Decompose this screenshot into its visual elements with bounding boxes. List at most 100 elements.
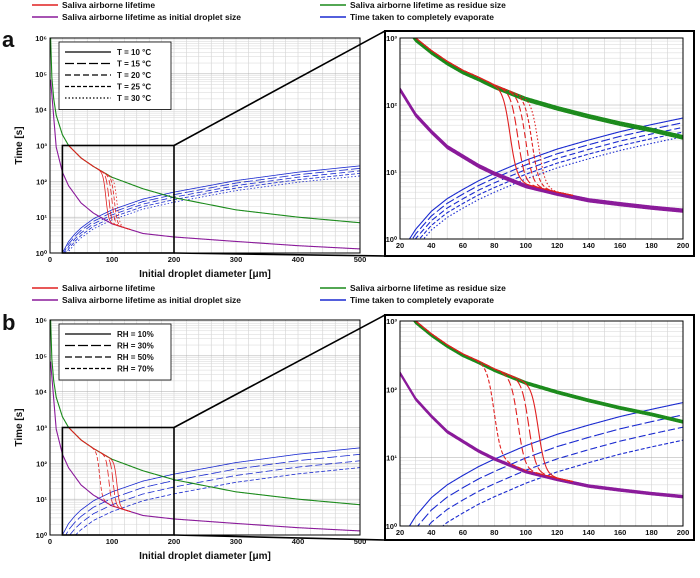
y-tick-label: 10²: [36, 177, 47, 186]
x-tick-label: 20: [396, 241, 404, 250]
series-evaporate-2: [427, 426, 683, 526]
series-evaporate-4: [67, 175, 360, 253]
zoom-connector-bottom: [173, 534, 386, 541]
inset-legend-label: RH = 10%: [117, 330, 154, 339]
data-curves: [50, 38, 360, 253]
data-curves: [400, 321, 683, 526]
series-evaporate-3: [74, 467, 360, 535]
x-tick-label: 0: [48, 255, 52, 264]
series-saliva-4: [68, 145, 131, 231]
data-curves: [50, 320, 360, 535]
y-axis-label: Time [s]: [14, 408, 25, 446]
series-initial-0: [50, 79, 360, 250]
data-curves: [400, 38, 683, 239]
x-tick-label: 200: [168, 255, 181, 264]
y-axis-label: Time [s]: [14, 126, 25, 164]
tick-labels: 20 40 60 80 100 120 140 160 180 200 10⁰ 10¹ 10² 10³: [386, 317, 690, 537]
series-initial-2: [400, 373, 683, 498]
tick-labels: 0 100 200 300 400 500 10⁰ 10¹ 10² 10³ 10⁴ 10⁵ 10⁶: [35, 316, 366, 546]
series-residue-3: [412, 38, 683, 139]
x-tick-label: 180: [645, 528, 658, 537]
chart-b-main: 0 100 200 300 400 500 10⁰ 10¹ 10² 10³ 10⁴ 10⁵ 10⁶ Ini…: [14, 314, 386, 562]
y-tick-label: 10⁴: [35, 388, 47, 397]
x-tick-label: 500: [354, 255, 367, 264]
x-tick-label: 300: [230, 537, 243, 546]
x-tick-label: 120: [551, 241, 564, 250]
series-evaporate-2: [69, 460, 360, 535]
series-evaporate-1: [65, 453, 360, 535]
x-tick-label: 300: [230, 255, 243, 264]
series-initial-4: [400, 90, 683, 213]
x-tick-label: 120: [551, 528, 564, 537]
x-tick-label: 100: [520, 528, 533, 537]
y-tick-label: 10¹: [386, 168, 397, 177]
x-tick-label: 160: [614, 528, 627, 537]
zoom-panel-frame-b: [384, 314, 695, 541]
x-tick-label: 500: [354, 537, 367, 546]
series-initial-1: [400, 372, 683, 497]
zoom-box: [61, 144, 175, 254]
series-evaporate-2: [414, 126, 683, 239]
inset-legend-label: RH = 50%: [117, 353, 154, 362]
inset-legend-box: [58, 323, 172, 381]
y-tick-label: 10¹: [36, 495, 47, 504]
zoom-connector-bottom: [173, 252, 386, 257]
chart-a-zoom: 20 40 60 80 100 120 140 160 180 200 10⁰ 10¹ 10² 10³: [386, 34, 690, 250]
inset-legend-label: T = 10 °C: [117, 48, 151, 57]
x-axis-label: Initial droplet diameter [μm]: [139, 551, 271, 562]
plot-frame: [399, 37, 684, 240]
y-tick-label: 10⁵: [35, 70, 47, 79]
panel-letter: a: [2, 27, 15, 52]
inset-legend: RH = 10% RH = 30% RH = 50% RH = 70%: [58, 323, 172, 381]
series-saliva-3: [415, 321, 574, 483]
zoom-box: [61, 426, 175, 536]
x-tick-label: 40: [427, 528, 435, 537]
y-tick-label: 10³: [386, 34, 397, 43]
y-tick-label: 10¹: [36, 213, 47, 222]
y-tick-label: 10⁵: [35, 352, 47, 361]
series-initial-2: [400, 89, 683, 212]
x-tick-label: 100: [520, 241, 533, 250]
y-tick-label: 10³: [36, 142, 47, 151]
x-tick-label: 140: [582, 528, 595, 537]
zoom-connector-top: [173, 314, 386, 429]
x-tick-label: 40: [427, 241, 435, 250]
legend-label-saliva: Saliva airborne lifetime: [62, 283, 155, 293]
series-residue-1: [414, 321, 683, 422]
series-initial-3: [400, 374, 683, 499]
series-saliva-4: [415, 38, 574, 196]
tick-labels: 0 100 200 300 400 500 10⁰ 10¹ 10² 10³ 10⁴ 10⁵ 10⁶: [35, 34, 366, 264]
x-tick-label: 80: [490, 528, 498, 537]
legend-label-initial: Saliva airborne lifetime as initial drop…: [62, 295, 241, 305]
x-tick-label: 160: [614, 241, 627, 250]
y-tick-label: 10⁰: [386, 235, 398, 244]
x-tick-label: 200: [168, 537, 181, 546]
y-tick-label: 10²: [386, 385, 397, 394]
legend-label-saliva: Saliva airborne lifetime: [62, 0, 155, 10]
x-tick-label: 200: [677, 241, 690, 250]
inset-legend-label: T = 30 °C: [117, 94, 151, 103]
gridlines: [399, 38, 684, 240]
series-initial-3: [400, 90, 683, 212]
x-tick-label: 100: [106, 255, 119, 264]
tick-labels: 20 40 60 80 100 120 140 160 180 200 10⁰ 10¹ 10² 10³: [386, 34, 690, 250]
series-initial-0: [50, 361, 360, 532]
x-tick-label: 60: [459, 241, 467, 250]
x-tick-label: 60: [459, 528, 467, 537]
inset-legend-label: T = 15 °C: [117, 60, 151, 69]
legend-label-residue: Saliva airborne lifetime as residue size: [350, 283, 506, 293]
series-residue-3: [412, 321, 683, 424]
chart-a-main: 0 100 200 300 400 500 10⁰ 10¹ 10² 10³ 10⁴ 10⁵ 10⁶ Ini…: [14, 30, 386, 280]
y-tick-label: 10²: [386, 101, 397, 110]
y-tick-label: 10²: [36, 459, 47, 468]
series-evaporate-1: [416, 414, 683, 526]
legend-label-residue: Saliva airborne lifetime as residue size: [350, 0, 506, 10]
series-evaporate-1: [411, 122, 683, 239]
x-tick-label: 80: [490, 241, 498, 250]
y-tick-label: 10¹: [386, 454, 397, 463]
series-residue-2: [413, 321, 683, 423]
series-evaporate-2: [64, 170, 360, 253]
chart-b-zoom: 20 40 60 80 100 120 140 160 180 200 10⁰ 10¹ 10² 10³: [386, 317, 690, 537]
x-tick-label: 400: [292, 537, 305, 546]
x-tick-label: 180: [645, 241, 658, 250]
